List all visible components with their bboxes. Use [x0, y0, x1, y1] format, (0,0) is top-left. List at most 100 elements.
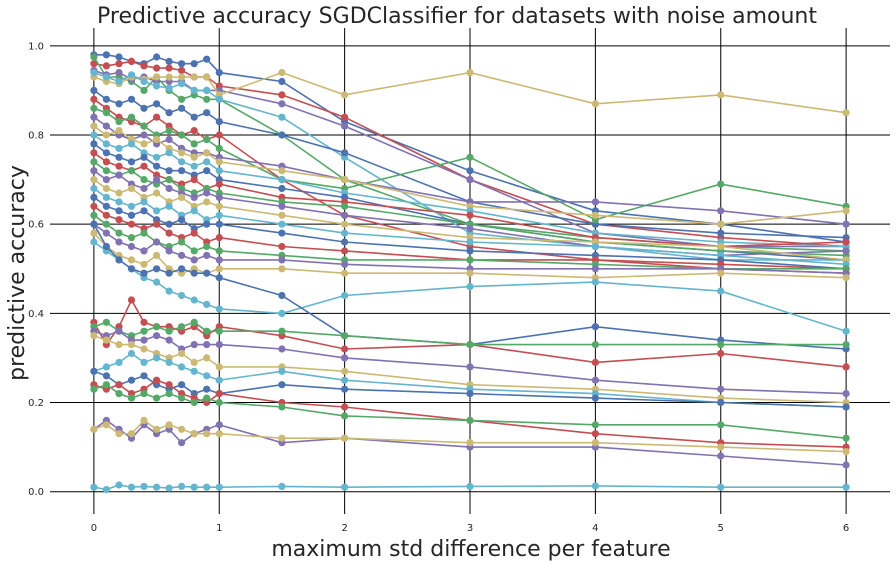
data-point — [165, 149, 173, 157]
data-point — [90, 425, 98, 433]
data-point — [178, 238, 186, 246]
data-point — [140, 327, 148, 335]
data-point — [178, 60, 186, 68]
data-point — [215, 327, 223, 335]
x-axis-label: maximum std difference per feature — [271, 537, 670, 562]
data-point — [203, 385, 211, 393]
x-tick-label: 5 — [718, 523, 724, 534]
data-point — [203, 430, 211, 438]
data-point — [215, 376, 223, 384]
data-point — [140, 229, 148, 237]
series-29 — [90, 332, 850, 407]
data-point — [190, 207, 198, 215]
data-point — [165, 269, 173, 277]
data-point — [115, 327, 123, 335]
data-point — [842, 341, 850, 349]
data-point — [90, 367, 98, 375]
data-point — [203, 327, 211, 335]
data-point — [842, 207, 850, 215]
series-36 — [90, 481, 850, 494]
data-point — [102, 220, 110, 228]
data-point — [178, 149, 186, 157]
data-point — [102, 167, 110, 175]
data-point — [278, 265, 286, 273]
data-point — [341, 260, 349, 268]
data-point — [341, 91, 349, 99]
data-point — [466, 482, 474, 490]
data-point — [140, 62, 148, 70]
data-point — [153, 251, 161, 259]
data-point — [140, 162, 148, 170]
data-point — [278, 131, 286, 139]
data-point — [178, 216, 186, 224]
data-point — [203, 242, 211, 251]
data-point — [165, 84, 173, 92]
data-point — [127, 57, 136, 65]
data-point — [140, 176, 148, 184]
data-point — [165, 287, 173, 295]
data-point — [127, 256, 136, 264]
data-point — [153, 483, 161, 491]
data-point — [341, 354, 349, 362]
data-point — [127, 242, 136, 251]
data-point — [215, 167, 223, 175]
data-point — [717, 91, 725, 99]
data-point — [90, 193, 98, 201]
data-point — [278, 256, 286, 264]
y-tick-label: 1.0 — [28, 41, 44, 52]
data-point — [127, 341, 136, 349]
data-point — [190, 127, 198, 135]
data-point — [466, 269, 474, 277]
data-point — [115, 77, 123, 86]
data-point — [278, 167, 286, 175]
data-point — [215, 131, 223, 139]
data-point — [341, 385, 349, 393]
series-group — [90, 51, 850, 494]
data-point — [278, 309, 286, 317]
data-point — [203, 220, 211, 228]
data-point — [115, 229, 123, 237]
data-point — [215, 234, 223, 242]
data-point — [178, 291, 186, 300]
data-point — [102, 421, 110, 429]
data-point — [215, 247, 223, 255]
data-point — [153, 425, 161, 433]
data-point — [127, 430, 136, 438]
data-point — [717, 242, 725, 251]
data-point — [190, 296, 198, 304]
data-point — [278, 434, 286, 442]
data-point — [278, 100, 286, 108]
data-point — [153, 238, 161, 246]
data-point — [90, 483, 98, 491]
data-point — [717, 269, 725, 277]
data-point — [466, 283, 474, 291]
data-point — [842, 238, 850, 246]
data-point — [127, 394, 136, 402]
x-tick-labels: 0 1 2 3 4 5 6 — [91, 523, 850, 534]
data-point — [140, 131, 148, 139]
data-point — [115, 381, 123, 389]
data-point — [215, 211, 223, 219]
data-point — [591, 439, 600, 447]
data-point — [140, 153, 148, 161]
data-point — [102, 381, 110, 389]
data-point — [190, 430, 198, 438]
data-point — [190, 193, 198, 201]
data-point — [115, 100, 123, 108]
data-point — [466, 176, 474, 184]
data-point — [591, 265, 600, 273]
data-point — [190, 269, 198, 277]
data-point — [115, 162, 123, 170]
data-point — [466, 439, 474, 447]
data-point — [278, 242, 286, 251]
data-point — [102, 131, 110, 139]
data-point — [90, 60, 98, 68]
data-point — [190, 398, 198, 407]
data-point — [215, 390, 223, 398]
data-point — [153, 100, 161, 108]
data-point — [717, 287, 725, 295]
data-point — [102, 372, 110, 380]
data-point — [127, 220, 136, 228]
data-point — [203, 73, 211, 81]
data-point — [153, 394, 161, 402]
